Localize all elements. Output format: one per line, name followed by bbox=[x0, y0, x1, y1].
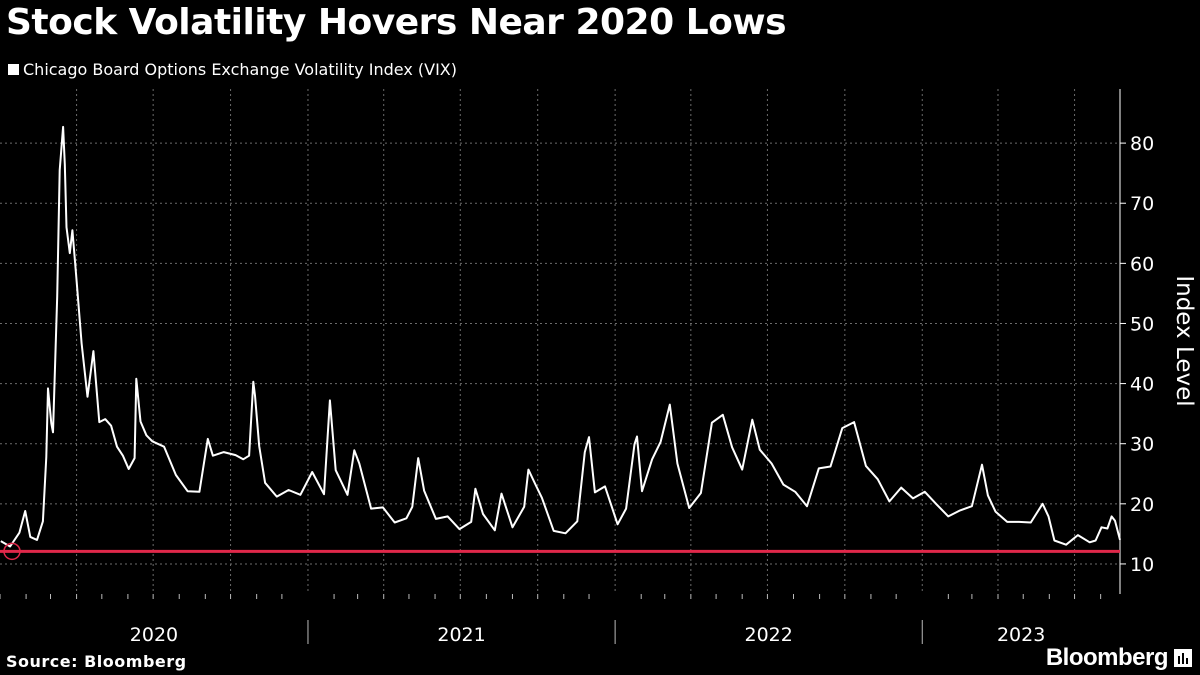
chart-title: Stock Volatility Hovers Near 2020 Lows bbox=[6, 2, 787, 43]
y-tick-label: 60 bbox=[1130, 253, 1154, 275]
brand: Bloomberg bbox=[1046, 644, 1192, 672]
legend: Chicago Board Options Exchange Volatilit… bbox=[8, 60, 457, 79]
y-tick-label: 20 bbox=[1130, 494, 1154, 516]
y-tick-label: 40 bbox=[1130, 374, 1154, 396]
series-line bbox=[0, 125, 1121, 548]
x-tick-label: 2022 bbox=[745, 624, 793, 646]
x-tick-label: 2020 bbox=[130, 624, 178, 646]
x-tick-label: 2023 bbox=[997, 624, 1045, 646]
legend-label: Chicago Board Options Exchange Volatilit… bbox=[23, 60, 458, 79]
y-axis-title: Index Level bbox=[1171, 275, 1197, 406]
x-tick-label: 2021 bbox=[437, 624, 485, 646]
y-tick-label: 50 bbox=[1130, 313, 1154, 335]
bar-chart-icon bbox=[1174, 649, 1192, 667]
bloomberg-logo: Bloomberg bbox=[1045, 644, 1169, 671]
legend-swatch bbox=[8, 64, 19, 75]
y-tick-label: 10 bbox=[1130, 554, 1154, 576]
source-note: Source: Bloomberg bbox=[6, 652, 187, 671]
y-tick-label: 80 bbox=[1130, 133, 1154, 155]
low-marker bbox=[3, 542, 21, 561]
y-tick-label: 30 bbox=[1130, 434, 1154, 456]
y-tick-label: 70 bbox=[1130, 193, 1154, 215]
